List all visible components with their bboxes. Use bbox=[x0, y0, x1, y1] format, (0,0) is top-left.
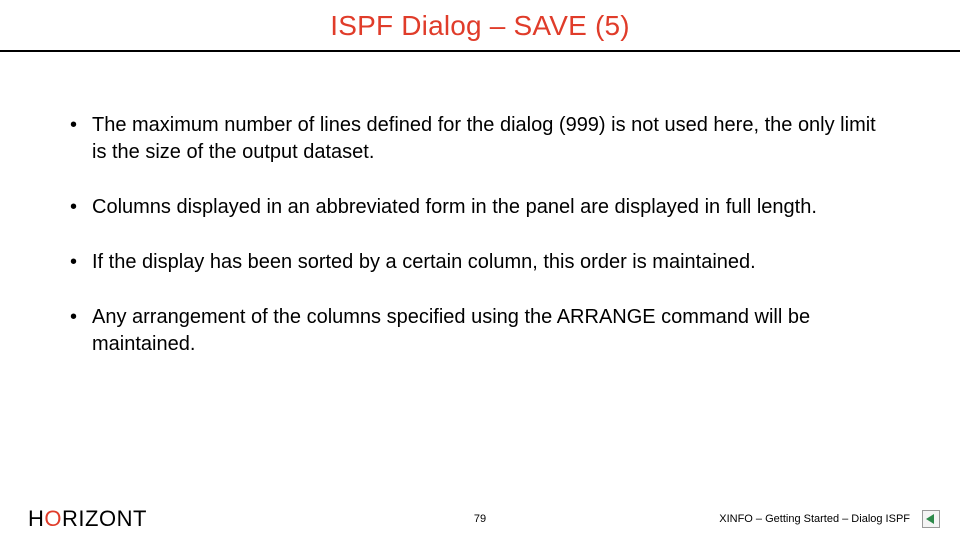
title-area: ISPF Dialog – SAVE (5) bbox=[0, 0, 960, 52]
triangle-left-icon bbox=[926, 514, 936, 524]
breadcrumb: XINFO – Getting Started – Dialog ISPF bbox=[719, 513, 910, 525]
slide-title: ISPF Dialog – SAVE (5) bbox=[0, 10, 960, 42]
logo-pre: H bbox=[28, 506, 44, 531]
footer: HORIZONT 79 XINFO – Getting Started – Di… bbox=[0, 504, 960, 540]
bullet-item: Columns displayed in an abbreviated form… bbox=[68, 194, 892, 221]
logo-post: RIZONT bbox=[62, 506, 147, 531]
slide: ISPF Dialog – SAVE (5) The maximum numbe… bbox=[0, 0, 960, 540]
logo: HORIZONT bbox=[28, 506, 147, 532]
bullet-item: Any arrangement of the columns specified… bbox=[68, 304, 892, 358]
bullet-list: The maximum number of lines defined for … bbox=[68, 112, 892, 358]
footer-right: XINFO – Getting Started – Dialog ISPF bbox=[719, 510, 940, 528]
content-area: The maximum number of lines defined for … bbox=[0, 52, 960, 540]
nav-prev-button[interactable] bbox=[922, 510, 940, 528]
logo-accent: O bbox=[44, 506, 62, 531]
bullet-item: The maximum number of lines defined for … bbox=[68, 112, 892, 166]
page-number: 79 bbox=[474, 513, 486, 525]
bullet-item: If the display has been sorted by a cert… bbox=[68, 249, 892, 276]
